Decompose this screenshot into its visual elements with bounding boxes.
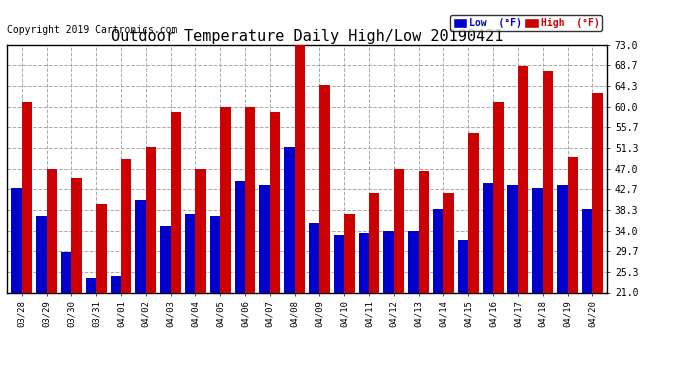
Title: Outdoor Temperature Daily High/Low 20190421: Outdoor Temperature Daily High/Low 20190… [111, 29, 503, 44]
Legend: Low  (°F), High  (°F): Low (°F), High (°F) [450, 15, 602, 31]
Bar [334, 236, 344, 292]
Bar [483, 183, 493, 292]
Bar [259, 185, 270, 292]
Bar [96, 204, 107, 292]
Text: Copyright 2019 Cartronics.com: Copyright 2019 Cartronics.com [7, 25, 177, 35]
Bar [170, 112, 181, 292]
Bar [419, 171, 429, 292]
Bar [210, 216, 220, 292]
Bar [245, 107, 255, 292]
Bar [344, 214, 355, 292]
Bar [319, 86, 330, 292]
Bar [444, 192, 454, 292]
Bar [557, 185, 567, 292]
Bar [220, 107, 230, 292]
Bar [493, 102, 504, 292]
Bar [47, 169, 57, 292]
Bar [86, 278, 96, 292]
Bar [61, 252, 71, 292]
Bar [22, 102, 32, 292]
Bar [507, 185, 518, 292]
Bar [408, 231, 419, 292]
Bar [592, 93, 603, 292]
Bar [384, 231, 394, 292]
Bar [270, 112, 280, 292]
Bar [567, 157, 578, 292]
Bar [469, 133, 479, 292]
Bar [185, 214, 195, 292]
Bar [582, 209, 592, 292]
Bar [458, 240, 469, 292]
Bar [518, 66, 529, 292]
Bar [160, 226, 170, 292]
Bar [359, 233, 369, 292]
Bar [71, 178, 82, 292]
Bar [11, 188, 22, 292]
Bar [295, 45, 305, 292]
Bar [309, 224, 319, 292]
Bar [135, 200, 146, 292]
Bar [369, 192, 380, 292]
Bar [543, 71, 553, 292]
Bar [110, 276, 121, 292]
Bar [235, 181, 245, 292]
Bar [121, 159, 131, 292]
Bar [146, 147, 156, 292]
Bar [532, 188, 543, 292]
Bar [433, 209, 444, 292]
Bar [36, 216, 47, 292]
Bar [284, 147, 295, 292]
Bar [195, 169, 206, 292]
Bar [394, 169, 404, 292]
